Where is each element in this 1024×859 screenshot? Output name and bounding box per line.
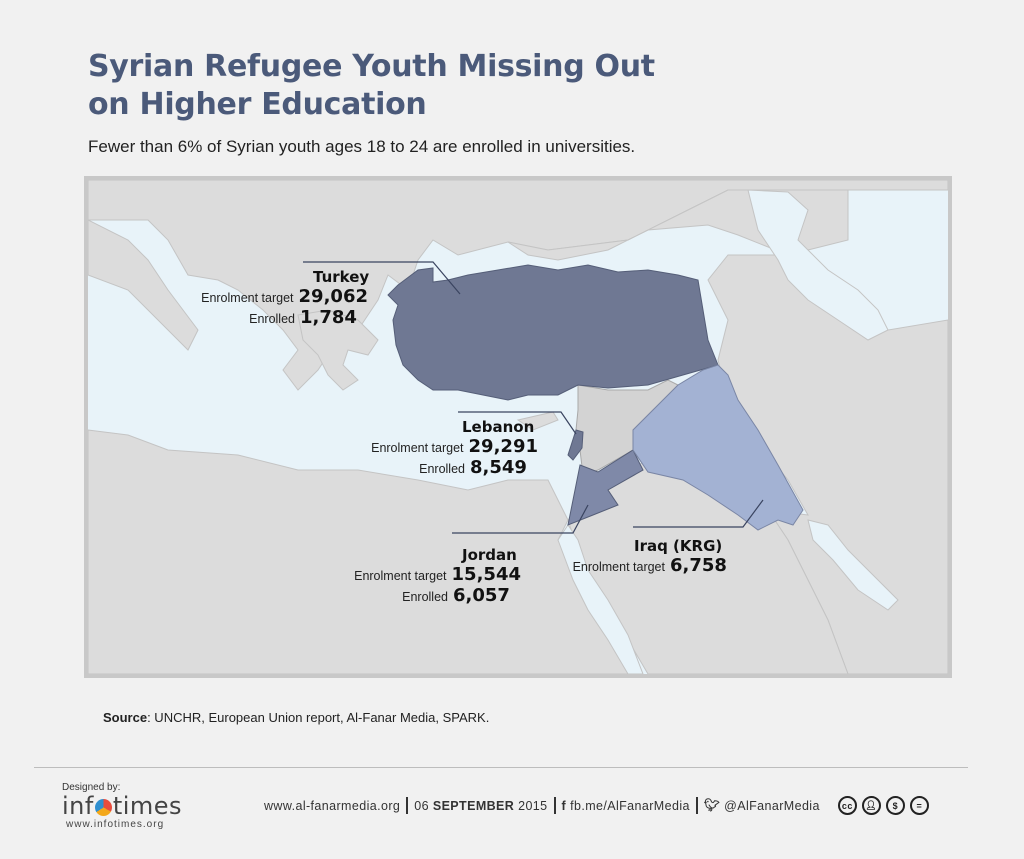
lebanon-enrolled-label: Enrolled bbox=[419, 462, 465, 476]
red-sea bbox=[557, 524, 644, 674]
nc-icon: $ bbox=[885, 796, 905, 815]
nd-icon: = bbox=[909, 796, 929, 815]
jordan-target-label: Enrolment target bbox=[354, 569, 447, 583]
source-label: Source bbox=[103, 710, 148, 725]
iraq-name: Iraq (KRG) bbox=[634, 537, 723, 555]
lebanon-target-label: Enrolment target bbox=[371, 441, 464, 455]
turkey-name: Turkey bbox=[313, 268, 370, 286]
lebanon-leader-line bbox=[458, 411, 577, 435]
date-day: 06 bbox=[414, 798, 429, 813]
logo-part1: inf bbox=[62, 792, 94, 820]
caspian-sea bbox=[747, 189, 889, 341]
footer-info: www.al-fanarmedia.org 06 SEPTEMBER 2015 … bbox=[264, 796, 934, 815]
separator bbox=[695, 797, 698, 814]
infotimes-logo[interactable]: inf times bbox=[62, 792, 182, 820]
lebanon-target-value: 29,291 bbox=[468, 436, 538, 457]
logo-circle-icon bbox=[94, 799, 112, 816]
persian-gulf bbox=[807, 519, 899, 611]
infotimes-url[interactable]: www.infotimes.org bbox=[66, 819, 165, 830]
cc-license-icons[interactable]: cc 👤︎ $ = bbox=[837, 796, 934, 815]
lebanon-label: Lebanon Enrolment target 29,291 Enrolled 8… bbox=[358, 418, 538, 478]
separator bbox=[406, 797, 409, 814]
turkey-target-label: Enrolment target bbox=[201, 291, 294, 305]
iraq-label: Iraq (KRG) Enrolment target 6,758 bbox=[558, 537, 738, 576]
logo-part2: times bbox=[112, 792, 183, 820]
title-line-1: Syrian Refugee Youth Missing Out bbox=[88, 49, 655, 84]
page-title: Syrian Refugee Youth Missing Out on High… bbox=[88, 48, 708, 124]
map: Turkey Enrolment target 29,062 Enrolled 1,… bbox=[84, 176, 952, 678]
iraq-target-value: 6,758 bbox=[670, 555, 727, 576]
website-link[interactable]: www.al-fanarmedia.org bbox=[264, 798, 401, 813]
date: 06 SEPTEMBER 2015 bbox=[414, 799, 547, 813]
date-year: 2015 bbox=[518, 798, 548, 813]
iraq-target-label: Enrolment target bbox=[572, 560, 665, 574]
turkey-enrolled-label: Enrolled bbox=[249, 312, 295, 326]
cyprus bbox=[516, 411, 559, 431]
date-month: SEPTEMBER bbox=[432, 798, 515, 813]
twitter-link[interactable]: @AlFanarMedia bbox=[724, 798, 820, 813]
twitter-icon: 🐦︎ bbox=[703, 798, 721, 812]
lebanon-shape bbox=[567, 429, 584, 461]
jordan-enrolled-label: Enrolled bbox=[402, 590, 448, 604]
facebook-link[interactable]: fb.me/AlFanarMedia bbox=[570, 798, 690, 813]
source-note: Source: UNCHR, European Union report, Al… bbox=[103, 710, 489, 725]
title-line-2: on Higher Education bbox=[88, 87, 427, 122]
lebanon-name: Lebanon bbox=[462, 418, 535, 436]
by-icon: 👤︎ bbox=[861, 796, 881, 815]
footer-divider bbox=[34, 767, 968, 768]
designed-by: Designed by: bbox=[62, 782, 121, 793]
separator bbox=[553, 797, 556, 814]
turkey-target-value: 29,062 bbox=[298, 286, 368, 307]
iraq-shape bbox=[632, 364, 804, 531]
lebanon-enrolled-value: 8,549 bbox=[470, 457, 527, 478]
turkey-enrolled-value: 1,784 bbox=[300, 307, 357, 328]
jordan-leader-line bbox=[452, 504, 589, 534]
turkey-leader-line bbox=[303, 261, 461, 295]
jordan-target-value: 15,544 bbox=[451, 564, 521, 585]
facebook-icon: f bbox=[561, 798, 567, 813]
turkey-label: Turkey Enrolment target 29,062 Enrolled 1,… bbox=[188, 268, 370, 328]
cc-icon: cc bbox=[837, 796, 857, 815]
jordan-name: Jordan bbox=[462, 546, 517, 564]
iraq-leader-line bbox=[633, 499, 764, 528]
italy-land bbox=[88, 219, 199, 351]
map-svg bbox=[88, 180, 948, 674]
greece-land bbox=[297, 309, 379, 391]
source-text: : UNCHR, European Union report, Al-Fanar… bbox=[147, 710, 490, 725]
jordan-enrolled-value: 6,057 bbox=[453, 585, 510, 606]
turkey-shape bbox=[387, 264, 719, 401]
jordan-label: Jordan Enrolment target 15,544 Enrolled 6,… bbox=[341, 546, 521, 606]
subtitle: Fewer than 6% of Syrian youth ages 18 to… bbox=[88, 137, 636, 156]
